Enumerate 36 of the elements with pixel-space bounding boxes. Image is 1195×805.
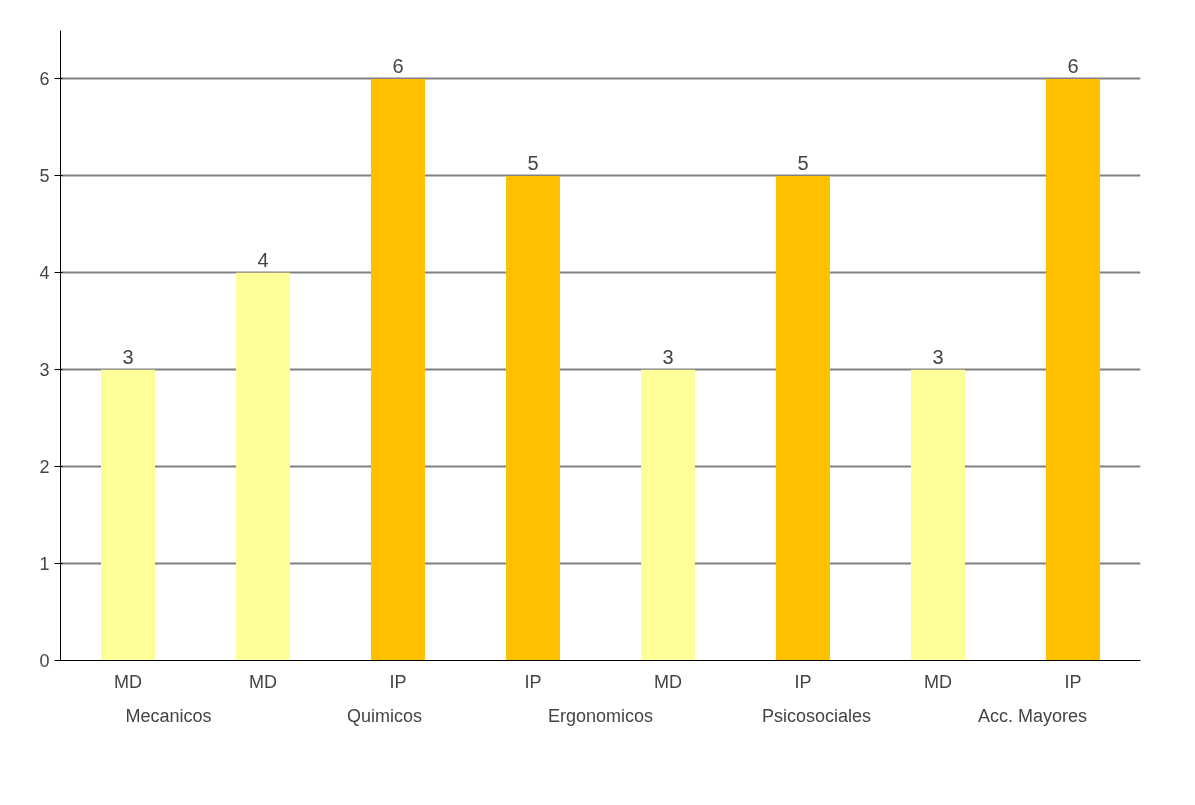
- data-label: 6: [1067, 54, 1079, 77]
- y-tick-label: 3: [39, 360, 50, 381]
- x-tick-label: IP: [524, 671, 542, 692]
- text: Mecanicos: [125, 705, 212, 726]
- x-tick-label: MD: [249, 671, 277, 692]
- data-label: 4: [257, 248, 269, 271]
- bar: [1046, 78, 1100, 661]
- data-label: 3: [662, 345, 674, 368]
- bar: [776, 175, 830, 661]
- text: Ergonomicos: [547, 705, 654, 726]
- y-tick-label: 6: [39, 69, 50, 90]
- data-label: 5: [797, 151, 809, 174]
- y-tick-label: 0: [39, 651, 50, 671]
- x-tick-label: MD: [924, 671, 952, 692]
- y-tick-label: 5: [39, 166, 50, 187]
- bar: [371, 78, 425, 661]
- bar: [101, 369, 155, 661]
- bar: [641, 369, 695, 661]
- x-tick-label: IP: [794, 671, 812, 692]
- data-label: 6: [392, 54, 404, 77]
- x-tick-label: MD: [114, 671, 142, 692]
- x-tick-label: IP: [1064, 671, 1082, 692]
- bar: [911, 369, 965, 661]
- data-label: 5: [527, 151, 539, 174]
- data-label: 3: [932, 345, 944, 368]
- data-label: 3: [122, 345, 134, 368]
- x-tick-label: MD: [654, 671, 682, 692]
- bar: [236, 272, 290, 661]
- x-tick-label: IP: [389, 671, 407, 692]
- text: Psicosociales: [761, 705, 872, 726]
- text: Acc. Mayores: [977, 705, 1088, 726]
- y-tick-label: 1: [39, 554, 50, 575]
- y-tick-label: 2: [39, 457, 50, 478]
- y-tick-label: 4: [39, 263, 50, 284]
- text: Quimicos: [346, 705, 423, 726]
- bar: [506, 175, 560, 661]
